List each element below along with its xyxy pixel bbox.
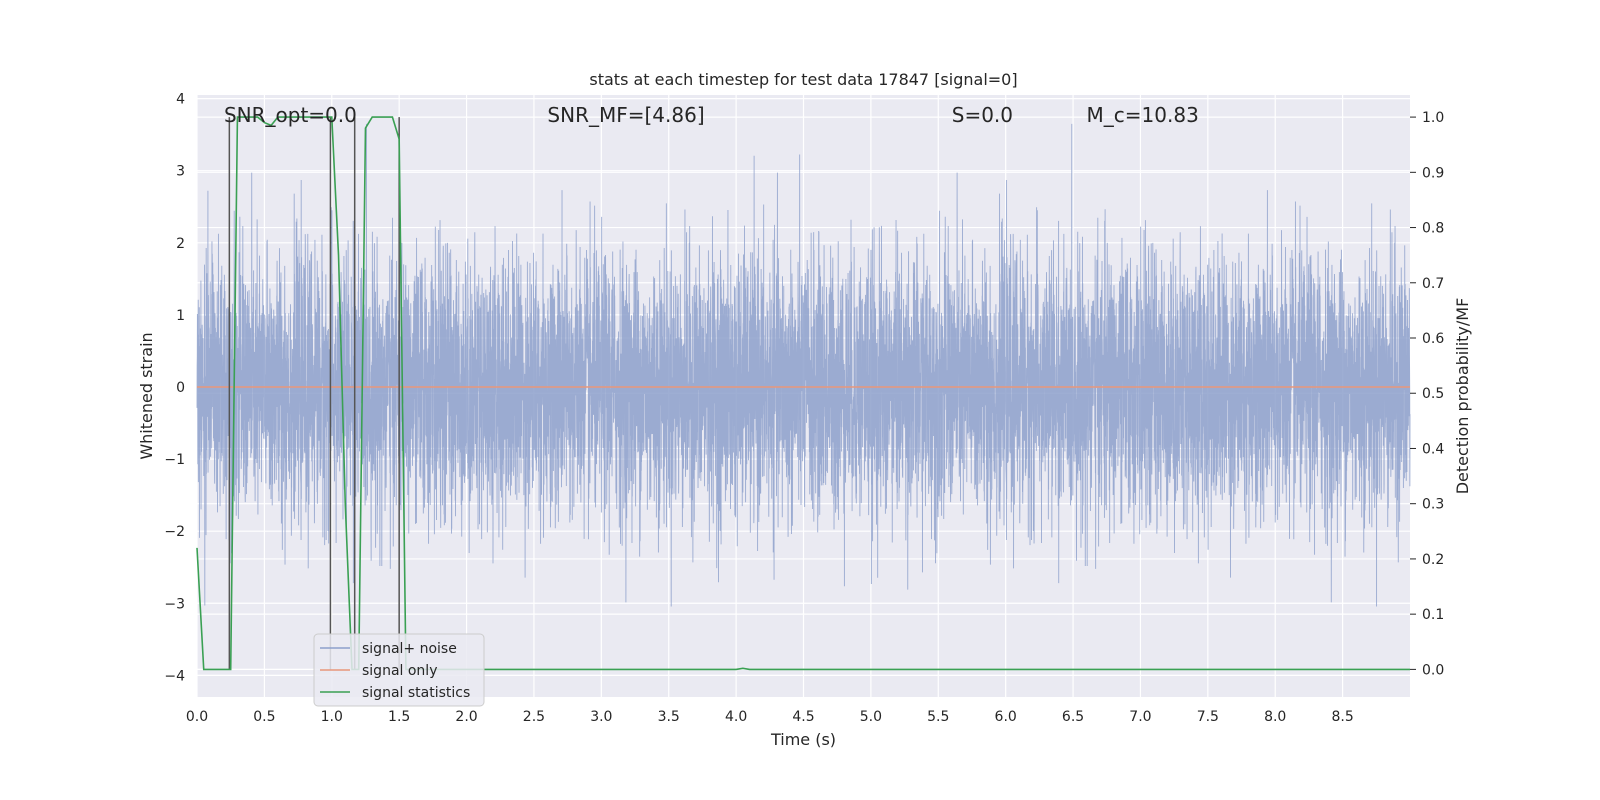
- y2-axis-ticks: 0.0 0.1 0.2 0.3 0.4 0.5 0.6 0.7 0.8 0.9 1.0: [1410, 110, 1444, 678]
- series-signal-statistics: [196, 116, 1410, 671]
- x-tick-label-9: 4.5: [792, 709, 814, 725]
- x-tick-label-11: 5.5: [927, 709, 949, 725]
- y2-tick-label-3: 0.3: [1422, 497, 1444, 513]
- legend-entry-1: signal only: [362, 663, 437, 679]
- x-tick-label-12: 6.0: [995, 709, 1017, 725]
- signal-statistics-line: [196, 116, 1410, 671]
- y-tick-label-1: −3: [164, 596, 185, 612]
- x-tick-label-1: 0.5: [253, 709, 275, 725]
- x-tick-label-6: 3.0: [590, 709, 612, 725]
- x-tick-label-5: 2.5: [523, 709, 545, 725]
- x-tick-label-16: 8.0: [1264, 709, 1286, 725]
- y-tick-label-7: 3: [176, 164, 185, 180]
- y2-axis-label: Detection probability/MF: [1453, 298, 1472, 495]
- chart-title: stats at each timestep for test data 178…: [589, 70, 1017, 89]
- y-axis-label: Whitened strain: [137, 332, 156, 459]
- y2-tick-label-7: 0.7: [1422, 276, 1444, 292]
- y2-tick-label-0: 0.0: [1422, 662, 1444, 678]
- annotation-2: S=0.0: [952, 103, 1013, 127]
- x-tick-label-3: 1.5: [388, 709, 410, 725]
- x-tick-label-4: 2.0: [455, 709, 477, 725]
- y2-tick-label-6: 0.6: [1422, 331, 1444, 347]
- y-tick-label-5: 1: [176, 308, 185, 324]
- x-tick-label-2: 1.0: [321, 709, 343, 725]
- vertical-markers: [228, 117, 400, 670]
- x-tick-label-7: 3.5: [658, 709, 680, 725]
- y2-tick-label-10: 1.0: [1422, 110, 1444, 126]
- x-tick-label-8: 4.0: [725, 709, 747, 725]
- x-tick-label-15: 7.5: [1197, 709, 1219, 725]
- y-tick-label-6: 2: [176, 236, 185, 252]
- x-tick-label-14: 7.0: [1129, 709, 1151, 725]
- annotation-3: M_c=10.83: [1087, 103, 1199, 127]
- x-axis-ticks: 0.0 0.5 1.0 1.5 2.0 2.5 3.0 3.5 4.0 4.5 5.0 5.5 6.0 6…: [186, 709, 1354, 725]
- y-axis-ticks: −4 −3 −2 −1 0 1 2 3 4: [164, 92, 185, 685]
- legend-entry-0: signal+ noise: [362, 641, 457, 657]
- x-tick-label-0: 0.0: [186, 709, 208, 725]
- annotations: SNR_opt=0.0 SNR_MF=[4.86] S=0.0 M_c=10.83: [224, 103, 1199, 127]
- x-tick-label-17: 8.5: [1331, 709, 1353, 725]
- y2-tick-label-2: 0.2: [1422, 552, 1444, 568]
- legend-entry-2: signal statistics: [362, 685, 470, 701]
- legend: signal+ noise signal only signal statistic…: [313, 633, 485, 707]
- y-tick-label-0: −4: [164, 668, 185, 684]
- annotation-1: SNR_MF=[4.86]: [547, 103, 704, 127]
- y2-tick-label-9: 0.9: [1422, 165, 1444, 181]
- annotation-0: SNR_opt=0.0: [224, 103, 357, 127]
- x-tick-label-10: 5.0: [860, 709, 882, 725]
- y2-tick-label-1: 0.1: [1422, 607, 1444, 623]
- y-tick-label-4: 0: [176, 380, 185, 396]
- legend-box: [313, 633, 485, 707]
- y2-tick-label-8: 0.8: [1422, 221, 1444, 237]
- y2-tick-label-4: 0.4: [1422, 441, 1444, 457]
- y2-tick-label-5: 0.5: [1422, 386, 1444, 402]
- y-tick-label-2: −2: [164, 524, 185, 540]
- y-tick-label-3: −1: [164, 452, 185, 468]
- x-tick-label-13: 6.5: [1062, 709, 1084, 725]
- x-axis-label: Time (s): [770, 730, 836, 749]
- y-tick-label-8: 4: [176, 92, 185, 108]
